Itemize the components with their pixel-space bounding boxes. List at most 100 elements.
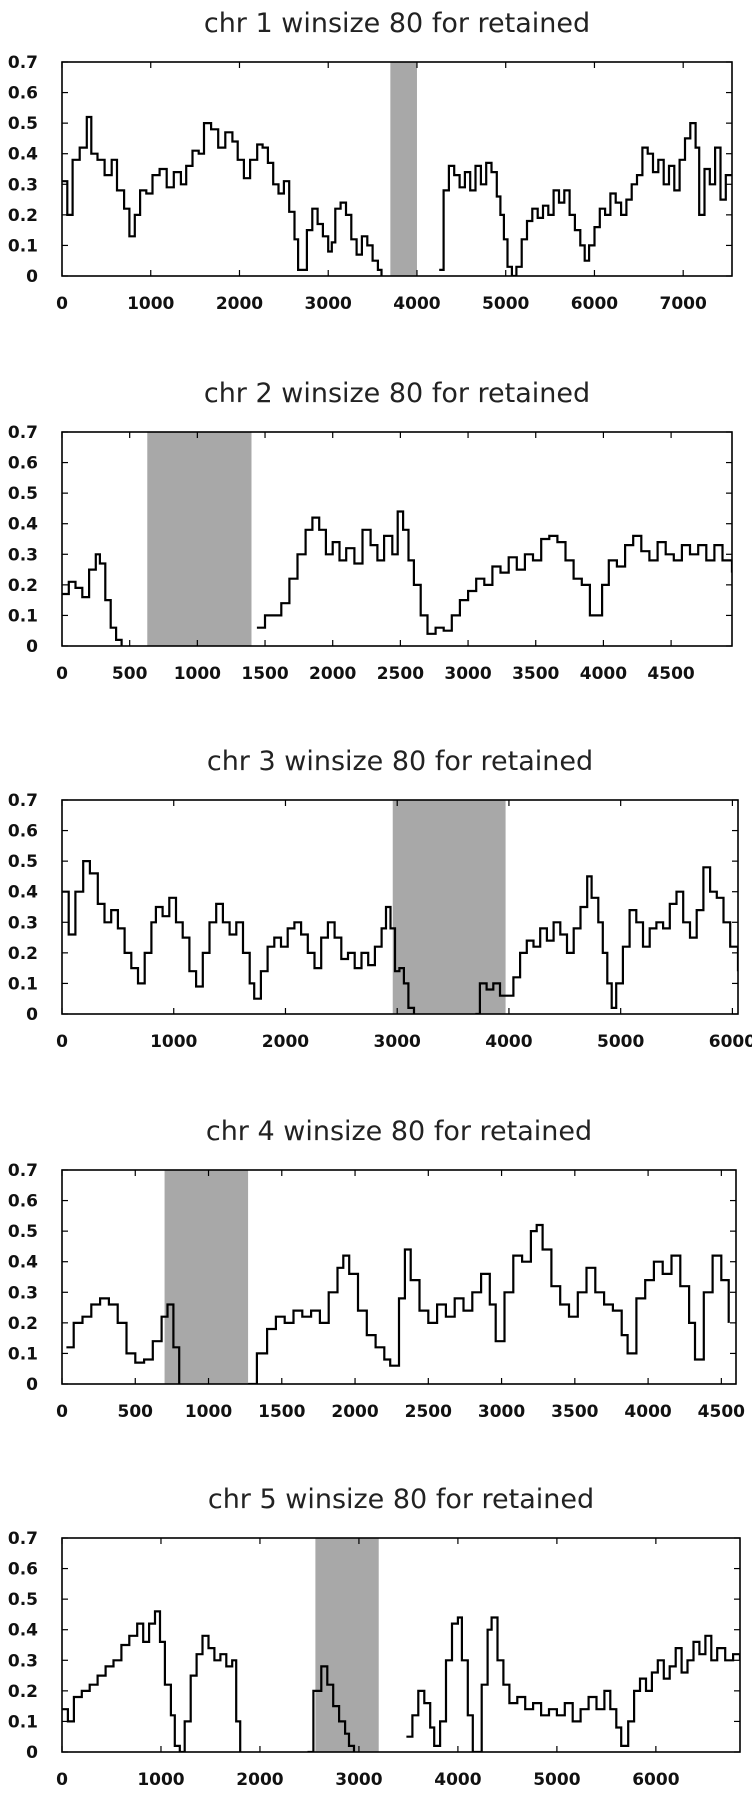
series-line-segment	[307, 1665, 356, 1752]
x-tick-label: 5000	[533, 1770, 580, 1790]
y-tick-label: 0.1	[8, 974, 38, 994]
y-tick-label: 0.1	[8, 1344, 38, 1364]
plot-frame	[61, 61, 733, 277]
y-tick-label: 0.3	[8, 913, 38, 933]
x-tick-label: 1500	[241, 664, 288, 684]
y-tick-label: 0	[26, 1743, 38, 1763]
x-tick-label: 4500	[698, 1402, 745, 1422]
x-tick-label: 3000	[478, 1402, 525, 1422]
x-tick-label: 4000	[393, 294, 440, 314]
series-line-segment	[439, 122, 732, 276]
chart-title: chr 4 winsize 80 for retained	[206, 1116, 592, 1147]
y-tick-label: 0.6	[8, 822, 38, 842]
x-tick-label: 2000	[236, 1770, 283, 1790]
y-tick-label: 0.2	[8, 1682, 38, 1702]
x-tick-label: 1000	[174, 664, 221, 684]
chart-panel-chr2: chr 2 winsize 80 for retained 0 0.1 0.2 0.3…	[8, 378, 733, 684]
series-line-segment	[62, 1610, 242, 1752]
series-line-segment	[406, 1616, 740, 1752]
y-tick-label: 0.5	[8, 114, 38, 134]
shaded-region	[392, 800, 506, 1014]
y-tick-label: 0.7	[8, 1161, 38, 1181]
series-line-segment	[62, 553, 123, 646]
y-tick-label: 0.5	[8, 852, 38, 872]
y-tick-label: 0	[26, 267, 38, 287]
chart-title: chr 2 winsize 80 for retained	[204, 378, 590, 409]
y-tick-label: 0.5	[8, 1590, 38, 1610]
shaded-region	[390, 62, 417, 276]
plot-frame	[61, 1169, 737, 1385]
x-tick-label: 1000	[185, 1402, 232, 1422]
y-tick-label: 0.4	[8, 883, 38, 903]
y-tick-label: 0.1	[8, 1712, 38, 1732]
y-tick-label: 0.2	[8, 944, 38, 964]
y-tick-label: 0.3	[8, 545, 38, 565]
x-tick-label: 0	[56, 1402, 68, 1422]
series-line-segment	[256, 510, 732, 635]
x-tick-label: 0	[56, 664, 68, 684]
y-tick-label: 0.3	[8, 1283, 38, 1303]
x-tick-label: 3500	[551, 1402, 598, 1422]
series-line-segment	[62, 115, 383, 276]
series-line-segment	[248, 1223, 730, 1384]
y-tick-label: 0.4	[8, 1621, 38, 1641]
x-tick-label: 3000	[444, 664, 491, 684]
y-tick-label: 0.1	[8, 236, 38, 256]
y-tick-label: 0.2	[8, 206, 38, 226]
x-tick-label: 1500	[258, 1402, 305, 1422]
y-tick-label: 0.5	[8, 1222, 38, 1242]
x-tick-label: 1000	[127, 294, 174, 314]
y-tick-label: 0	[26, 1375, 38, 1395]
x-tick-label: 2000	[262, 1032, 309, 1052]
series-line-segment	[66, 1297, 181, 1384]
y-tick-label: 0.6	[8, 84, 38, 104]
y-tick-label: 0.7	[8, 1529, 38, 1549]
x-tick-label: 6000	[571, 294, 618, 314]
y-tick-label: 0.6	[8, 1192, 38, 1212]
x-tick-label: 4000	[580, 664, 627, 684]
x-tick-label: 3000	[335, 1770, 382, 1790]
x-tick-label: 6000	[632, 1770, 679, 1790]
x-tick-label: 1000	[150, 1032, 197, 1052]
x-tick-label: 500	[118, 1402, 154, 1422]
x-tick-label: 5000	[597, 1032, 644, 1052]
x-tick-label: 0	[56, 294, 68, 314]
y-tick-label: 0.3	[8, 175, 38, 195]
x-tick-label: 2000	[309, 664, 356, 684]
series-line-segment	[62, 860, 416, 1014]
x-tick-label: 500	[112, 664, 148, 684]
x-tick-label: 2000	[216, 294, 263, 314]
y-tick-label: 0.7	[8, 791, 38, 811]
y-tick-label: 0.4	[8, 145, 38, 165]
shaded-region	[147, 432, 252, 646]
chart-panel-chr3: chr 3 winsize 80 for retained 0 0.1 0.2 0.3…	[8, 746, 752, 1052]
y-tick-label: 0.5	[8, 484, 38, 504]
shaded-region	[315, 1538, 379, 1752]
y-tick-label: 0	[26, 637, 38, 657]
x-tick-label: 4500	[647, 664, 694, 684]
y-tick-label: 0.7	[8, 53, 38, 73]
x-tick-label: 6000	[709, 1032, 752, 1052]
plot-frame	[61, 1537, 741, 1753]
x-tick-label: 2500	[377, 664, 424, 684]
y-tick-label: 0.6	[8, 1560, 38, 1580]
series-line-segment	[475, 866, 738, 1014]
chart-panel-chr5: chr 5 winsize 80 for retained 0 0.1 0.2 0.3…	[8, 1484, 741, 1790]
y-tick-label: 0.4	[8, 1253, 38, 1273]
y-tick-label: 0.2	[8, 1314, 38, 1334]
y-tick-label: 0.7	[8, 423, 38, 443]
x-tick-label: 7000	[660, 294, 707, 314]
x-tick-label: 0	[56, 1032, 68, 1052]
x-tick-label: 3500	[512, 664, 559, 684]
plot-frame	[61, 799, 739, 1015]
chart-title: chr 1 winsize 80 for retained	[204, 8, 590, 39]
x-tick-label: 2000	[331, 1402, 378, 1422]
y-tick-label: 0.1	[8, 606, 38, 626]
y-tick-label: 0.2	[8, 576, 38, 596]
x-tick-label: 3000	[305, 294, 352, 314]
x-tick-label: 1000	[137, 1770, 184, 1790]
x-tick-label: 2500	[405, 1402, 452, 1422]
chart-panel-chr4: chr 4 winsize 80 for retained 0 0.1 0.2 0.3…	[8, 1116, 745, 1422]
plot-frame	[61, 431, 733, 647]
